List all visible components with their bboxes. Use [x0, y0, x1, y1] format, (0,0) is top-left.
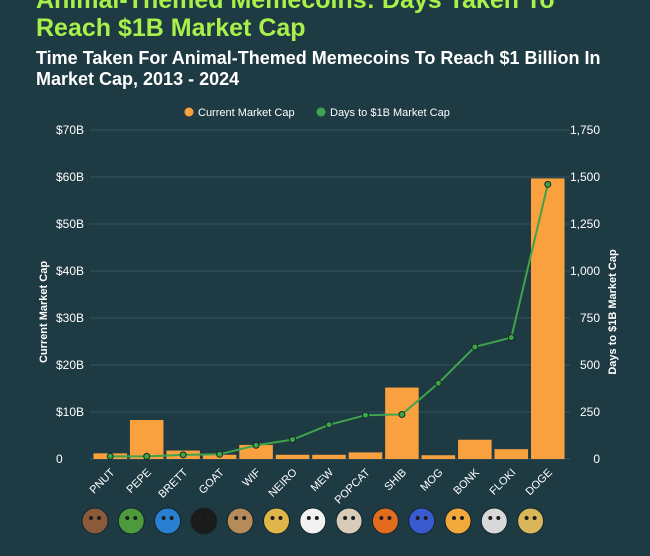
left-tick-label: $60B — [56, 170, 84, 184]
left-tick-label: $30B — [56, 311, 84, 325]
category-label: MOG — [418, 467, 445, 494]
days-point-mew — [325, 421, 333, 429]
legend-swatch-line — [316, 107, 326, 117]
goat-icon — [190, 507, 218, 535]
bar-shib — [385, 387, 419, 459]
coin-icons — [81, 507, 545, 535]
left-tick-label: $20B — [56, 358, 84, 372]
category-label: FLOKI — [487, 467, 518, 498]
legend-label-bar: Current Market Cap — [198, 107, 295, 119]
category-label: SHIB — [382, 467, 409, 494]
days-point-popcat — [361, 411, 369, 419]
left-tick-label: $10B — [56, 405, 84, 419]
category-label: MEW — [309, 466, 337, 494]
days-point-goat — [216, 450, 224, 458]
bar-pepe — [129, 419, 164, 459]
days-point-shib — [398, 410, 406, 418]
days-point-bonk — [471, 343, 479, 351]
right-tick-label: 1,500 — [570, 170, 600, 184]
right-tick-label: 1,750 — [570, 123, 600, 137]
popcat-icon — [335, 507, 363, 535]
chart-title: Animal-Themed Memecoins: Days Taken To R… — [36, 0, 555, 42]
category-label: NEIRO — [267, 466, 300, 499]
bar-series — [93, 178, 565, 459]
category-label: BONK — [451, 466, 482, 497]
category-label: GOAT — [197, 466, 227, 496]
right-axis: 0 250 500 750 1,000 1,250 1,500 1,750 Days to $1… — [570, 123, 619, 466]
right-tick-label: 750 — [580, 311, 600, 325]
mog-cat-icon — [408, 507, 436, 535]
days-point-brett — [179, 451, 187, 459]
left-axis-title: Current Market Cap — [38, 261, 50, 363]
left-tick-label: 0 — [56, 452, 63, 466]
left-tick-label: $50B — [56, 217, 84, 231]
right-axis-title: Days to $1B Market Cap — [607, 249, 619, 375]
bar-mew — [312, 454, 346, 459]
line-series — [106, 180, 552, 460]
gridlines — [90, 129, 570, 460]
category-label: PNUT — [88, 466, 118, 496]
category-label: WIF — [240, 466, 263, 489]
bonk-dog-icon — [444, 507, 472, 535]
left-axis: 0 $10B $20B $30B $40B $50B $60B $70B Current Mar… — [38, 123, 84, 466]
pepe-frog-icon — [117, 507, 145, 535]
doge-icon — [517, 507, 545, 535]
bar-doge — [530, 178, 565, 459]
right-tick-label: 0 — [593, 452, 600, 466]
category-label: PEPE — [125, 467, 154, 496]
days-point-pnut — [106, 452, 114, 460]
bar-bonk — [458, 439, 492, 459]
bar-mog — [421, 455, 456, 459]
right-tick-label: 250 — [580, 405, 600, 419]
chart-subtitle: Time Taken For Animal-Themed Memecoins T… — [36, 48, 601, 89]
right-tick-label: 1,000 — [570, 264, 600, 278]
right-tick-label: 500 — [580, 358, 600, 372]
left-tick-label: $70B — [56, 123, 84, 137]
legend-swatch-bar — [184, 107, 194, 117]
shib-icon — [371, 507, 399, 535]
days-point-pepe — [143, 452, 151, 460]
pnut-squirrel-icon — [81, 507, 109, 535]
bar-popcat — [348, 452, 383, 459]
left-tick-label: $40B — [56, 264, 84, 278]
right-tick-label: 1,250 — [570, 217, 600, 231]
legend-label-line: Days to $1B Market Cap — [330, 107, 450, 119]
bar-wif — [239, 444, 273, 459]
category-label: POPCAT — [333, 466, 373, 506]
brett-icon — [154, 507, 182, 535]
category-label: DOGE — [523, 467, 554, 498]
days-point-neiro — [289, 436, 297, 444]
days-point-floki — [507, 334, 515, 342]
days-point-mog — [434, 379, 442, 387]
floki-icon — [480, 507, 508, 535]
legend: Current Market Cap Days to $1B Market Cap — [184, 107, 450, 119]
days-point-wif — [252, 441, 260, 449]
neiro-dog-icon — [263, 507, 290, 535]
category-label: BRETT — [156, 466, 190, 500]
days-line — [110, 184, 549, 458]
bar-floki — [494, 449, 529, 459]
wif-dog-icon — [226, 507, 254, 535]
days-point-doge — [544, 180, 552, 188]
bar-neiro — [275, 454, 310, 459]
mew-cat-icon — [299, 507, 327, 535]
